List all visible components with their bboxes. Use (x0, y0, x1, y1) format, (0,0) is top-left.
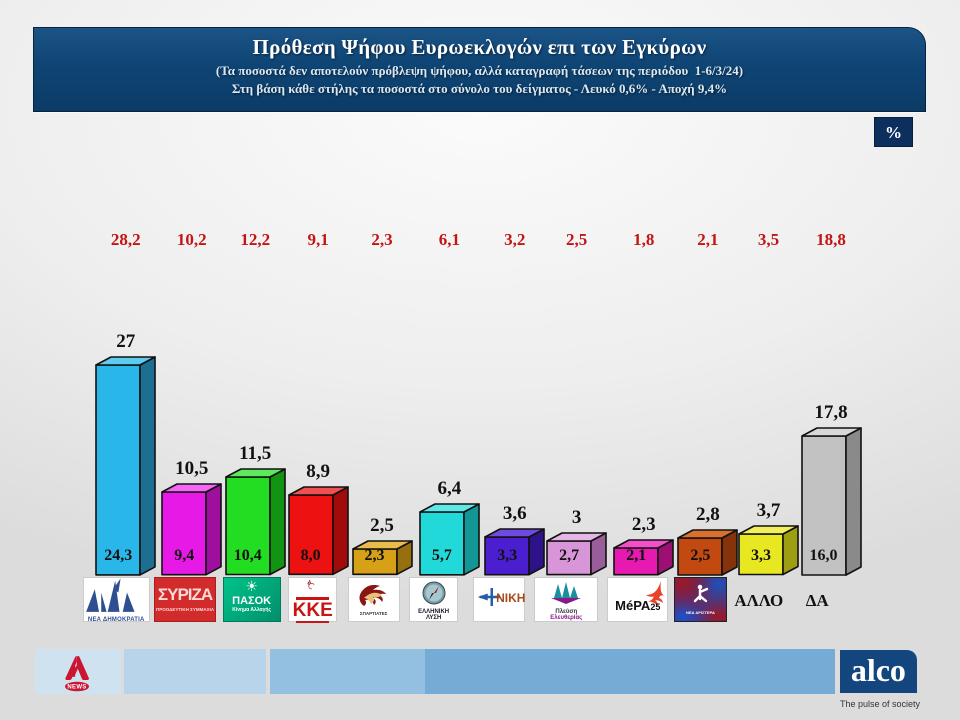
svg-text:ΝΙΚΗ: ΝΙΚΗ (496, 591, 525, 605)
svg-text:NEWS: NEWS (67, 685, 86, 691)
